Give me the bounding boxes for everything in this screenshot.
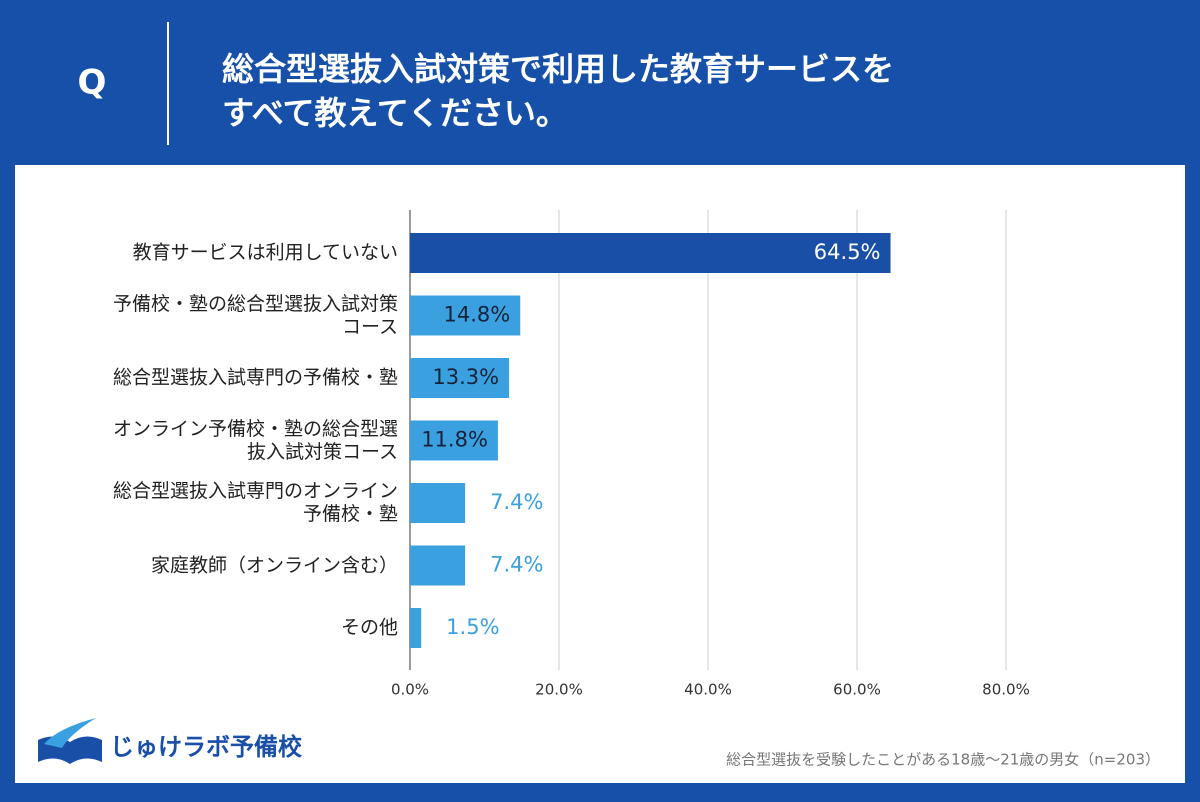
x-tick-label: 80.0%	[982, 681, 1030, 699]
value-label: 7.4%	[490, 553, 543, 577]
category-label: オンライン予備校・塾の総合型選抜入試対策コース	[113, 417, 399, 463]
bar	[410, 420, 498, 461]
bar	[410, 295, 521, 336]
x-tick-label: 60.0%	[833, 681, 881, 699]
value-label: 7.4%	[490, 490, 543, 514]
category-label: 総合型選抜入試専門の予備校・塾	[113, 366, 399, 389]
value-label: 14.8%	[444, 303, 511, 327]
bar	[410, 233, 891, 273]
bar	[410, 358, 510, 398]
category-label: 総合型選抜入試専門のオンライン予備校・塾	[113, 480, 399, 525]
value-label: 1.5%	[446, 615, 499, 639]
logo-icon	[38, 718, 102, 764]
category-label: 家庭教師（オンライン含む）	[150, 554, 398, 576]
q-label: Q	[78, 63, 107, 103]
x-tick-label: 0.0%	[391, 681, 429, 699]
bar	[410, 483, 466, 523]
category-label: 予備校・塾の総合型選抜入試対策コース	[113, 292, 399, 338]
x-tick-label: 20.0%	[535, 681, 583, 699]
x-tick-label: 40.0%	[684, 681, 732, 699]
bar	[410, 608, 422, 648]
title-line: 総合型選抜入試対策で利用した教育サービスを	[222, 50, 895, 88]
value-label: 13.3%	[432, 365, 499, 389]
bar	[410, 545, 466, 586]
title-line: すべて教えてください。	[222, 94, 568, 132]
category-label: 教育サービスは利用していない	[132, 241, 398, 264]
brand: じゅけラボ予備校	[110, 733, 303, 761]
value-label: 11.8%	[421, 428, 488, 452]
note: 総合型選抜を受験したことがある18歳～21歳の男女（n=203）	[726, 751, 1160, 769]
value-label: 64.5%	[814, 240, 881, 264]
category-label: その他	[340, 616, 398, 639]
